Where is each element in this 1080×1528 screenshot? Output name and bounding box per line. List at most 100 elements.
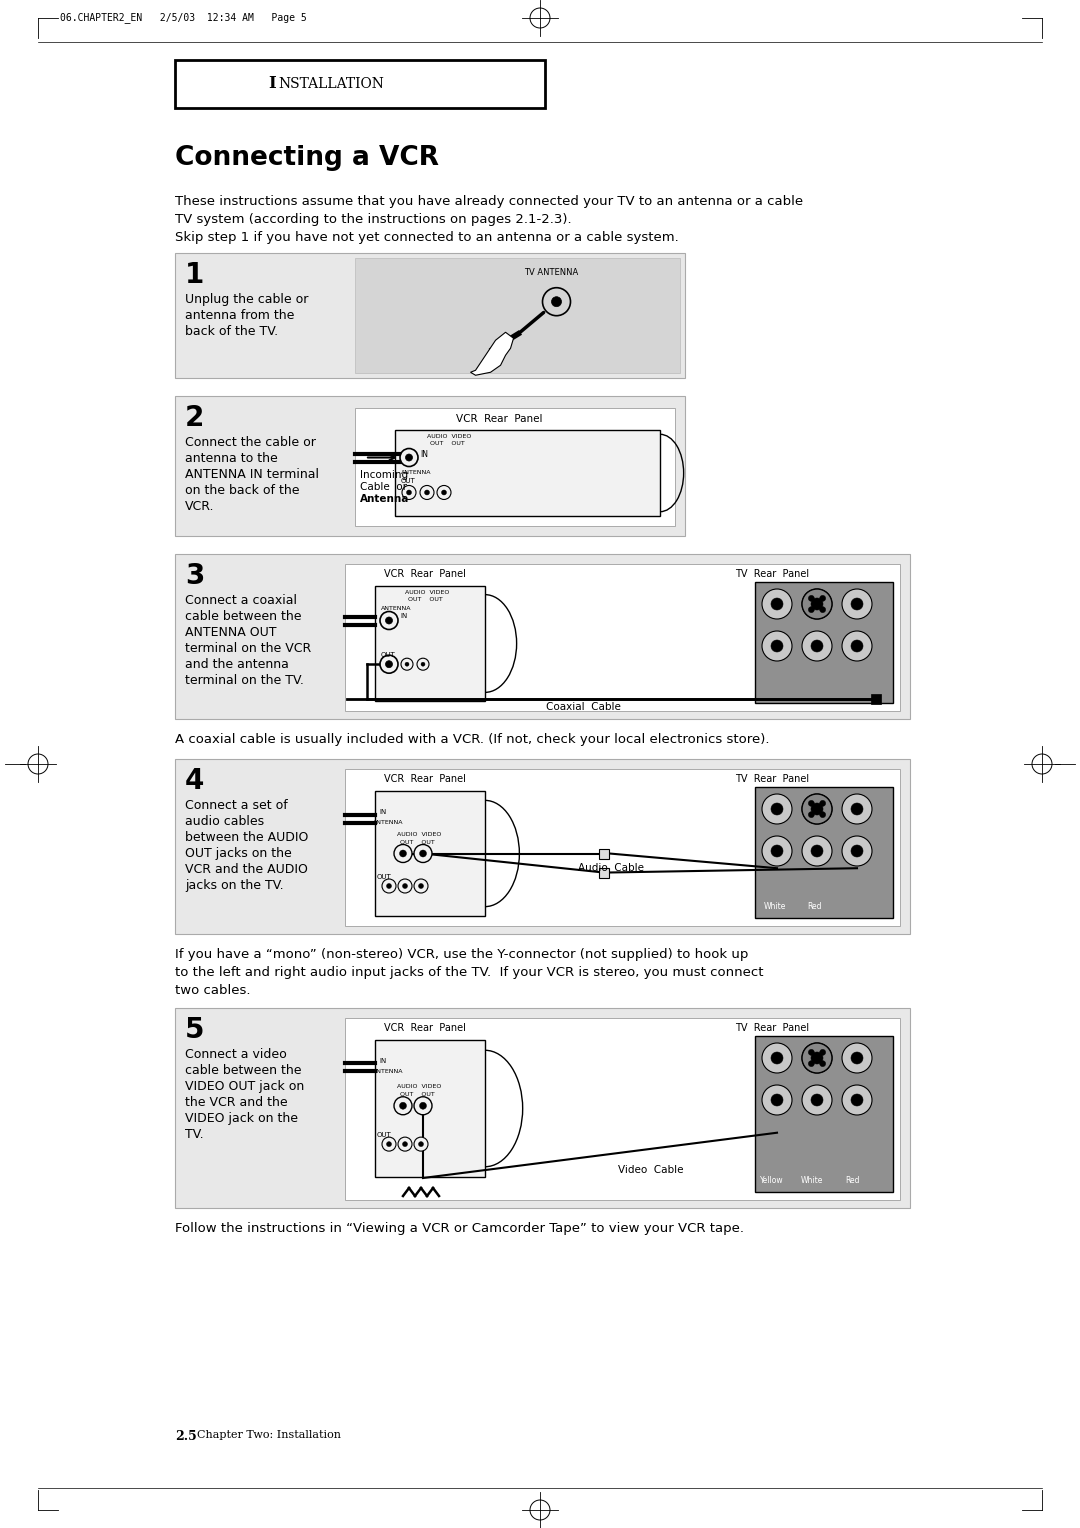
Bar xyxy=(375,792,485,915)
Text: These instructions assume that you have already connected your TV to an antenna : These instructions assume that you have … xyxy=(175,196,804,208)
Text: Cable  or: Cable or xyxy=(360,481,407,492)
Text: VCR.: VCR. xyxy=(185,500,215,513)
Circle shape xyxy=(771,1051,783,1063)
Text: NSTALLATION: NSTALLATION xyxy=(278,76,383,92)
Circle shape xyxy=(419,1141,423,1146)
Circle shape xyxy=(762,631,792,662)
Circle shape xyxy=(820,1050,825,1056)
Circle shape xyxy=(414,1097,432,1115)
Circle shape xyxy=(851,845,863,857)
Circle shape xyxy=(811,1094,823,1106)
Text: Follow the instructions in “Viewing a VCR or Camcorder Tape” to view your VCR ta: Follow the instructions in “Viewing a VC… xyxy=(175,1222,744,1235)
Circle shape xyxy=(820,607,825,613)
Text: Connect the cable or: Connect the cable or xyxy=(185,435,315,449)
Text: cable between the: cable between the xyxy=(185,1063,301,1077)
Text: terminal on the TV.: terminal on the TV. xyxy=(185,674,303,688)
Text: 1: 1 xyxy=(185,261,204,289)
Bar xyxy=(345,1018,900,1199)
Circle shape xyxy=(771,845,783,857)
Text: AUDIO  VIDEO: AUDIO VIDEO xyxy=(397,833,442,837)
Bar xyxy=(755,582,893,703)
Circle shape xyxy=(394,845,411,862)
Text: 5: 5 xyxy=(185,1016,204,1044)
Circle shape xyxy=(399,879,411,892)
Text: to the left and right audio input jacks of the TV.  If your VCR is stereo, you m: to the left and right audio input jacks … xyxy=(175,966,764,979)
Text: I: I xyxy=(268,75,275,93)
Text: TV  Rear  Panel: TV Rear Panel xyxy=(735,568,809,579)
Text: IN: IN xyxy=(420,449,428,458)
Circle shape xyxy=(405,454,413,461)
Text: ANTENNA OUT: ANTENNA OUT xyxy=(185,626,276,639)
Circle shape xyxy=(851,597,863,610)
Text: Connecting a VCR: Connecting a VCR xyxy=(175,145,438,171)
Circle shape xyxy=(401,659,413,671)
Circle shape xyxy=(851,1051,863,1063)
Bar xyxy=(175,1008,910,1209)
Bar xyxy=(355,408,675,526)
Text: 4: 4 xyxy=(185,767,204,795)
Circle shape xyxy=(811,1051,823,1063)
Text: VCR  Rear  Panel: VCR Rear Panel xyxy=(384,568,465,579)
Text: A coaxial cable is usually included with a VCR. (If not, check your local electr: A coaxial cable is usually included with… xyxy=(175,733,769,746)
Text: OUT: OUT xyxy=(377,1132,392,1138)
Circle shape xyxy=(802,836,832,866)
Circle shape xyxy=(424,490,430,495)
Circle shape xyxy=(762,1085,792,1115)
Circle shape xyxy=(808,1050,814,1056)
Bar xyxy=(375,1041,485,1177)
Text: Red: Red xyxy=(845,1177,860,1186)
Circle shape xyxy=(842,588,872,619)
Text: OUT    OUT: OUT OUT xyxy=(400,840,435,845)
Circle shape xyxy=(842,1085,872,1115)
Circle shape xyxy=(403,1141,407,1146)
Text: ANTENNA: ANTENNA xyxy=(401,469,432,475)
Bar xyxy=(755,1036,893,1192)
Circle shape xyxy=(382,1137,396,1151)
Circle shape xyxy=(820,801,825,807)
Circle shape xyxy=(820,811,825,817)
Circle shape xyxy=(802,795,832,824)
Bar xyxy=(175,254,685,377)
Text: audio cables: audio cables xyxy=(185,814,265,828)
Text: jacks on the TV.: jacks on the TV. xyxy=(185,879,284,892)
Circle shape xyxy=(802,1044,832,1073)
Text: VCR and the AUDIO: VCR and the AUDIO xyxy=(185,863,308,876)
Text: TV  Rear  Panel: TV Rear Panel xyxy=(735,1024,809,1033)
Circle shape xyxy=(842,1044,872,1073)
Text: two cables.: two cables. xyxy=(175,984,251,996)
Circle shape xyxy=(771,804,783,814)
Text: OUT    OUT: OUT OUT xyxy=(400,1093,435,1097)
Bar xyxy=(755,787,893,918)
Bar xyxy=(175,555,910,720)
Circle shape xyxy=(811,845,823,857)
Circle shape xyxy=(552,296,562,307)
Text: Connect a video: Connect a video xyxy=(185,1048,287,1060)
Circle shape xyxy=(851,804,863,814)
Text: TV system (according to the instructions on pages 2.1-2.3).: TV system (according to the instructions… xyxy=(175,212,571,226)
Text: VIDEO jack on the: VIDEO jack on the xyxy=(185,1112,298,1125)
Text: cable between the: cable between the xyxy=(185,610,301,623)
Text: antenna from the: antenna from the xyxy=(185,309,295,322)
Circle shape xyxy=(442,490,446,495)
Text: OUT    OUT: OUT OUT xyxy=(408,597,443,602)
Circle shape xyxy=(542,287,570,316)
Text: OUT: OUT xyxy=(401,478,416,484)
Circle shape xyxy=(417,659,429,671)
Bar xyxy=(355,258,680,373)
Text: Incoming: Incoming xyxy=(360,469,408,480)
Circle shape xyxy=(419,883,423,888)
Text: back of the TV.: back of the TV. xyxy=(185,325,279,338)
Text: between the AUDIO: between the AUDIO xyxy=(185,831,309,843)
Circle shape xyxy=(387,883,391,888)
Circle shape xyxy=(851,1094,863,1106)
Text: 2: 2 xyxy=(185,403,204,432)
Text: Skip step 1 if you have not yet connected to an antenna or a cable system.: Skip step 1 if you have not yet connecte… xyxy=(175,231,678,244)
Text: on the back of the: on the back of the xyxy=(185,484,299,497)
Circle shape xyxy=(771,597,783,610)
Text: AUDIO  VIDEO: AUDIO VIDEO xyxy=(427,434,471,439)
Circle shape xyxy=(387,1141,391,1146)
Circle shape xyxy=(808,801,814,807)
Text: ANTENNA IN terminal: ANTENNA IN terminal xyxy=(185,468,319,481)
Text: 3: 3 xyxy=(185,562,204,590)
Bar xyxy=(345,564,900,711)
